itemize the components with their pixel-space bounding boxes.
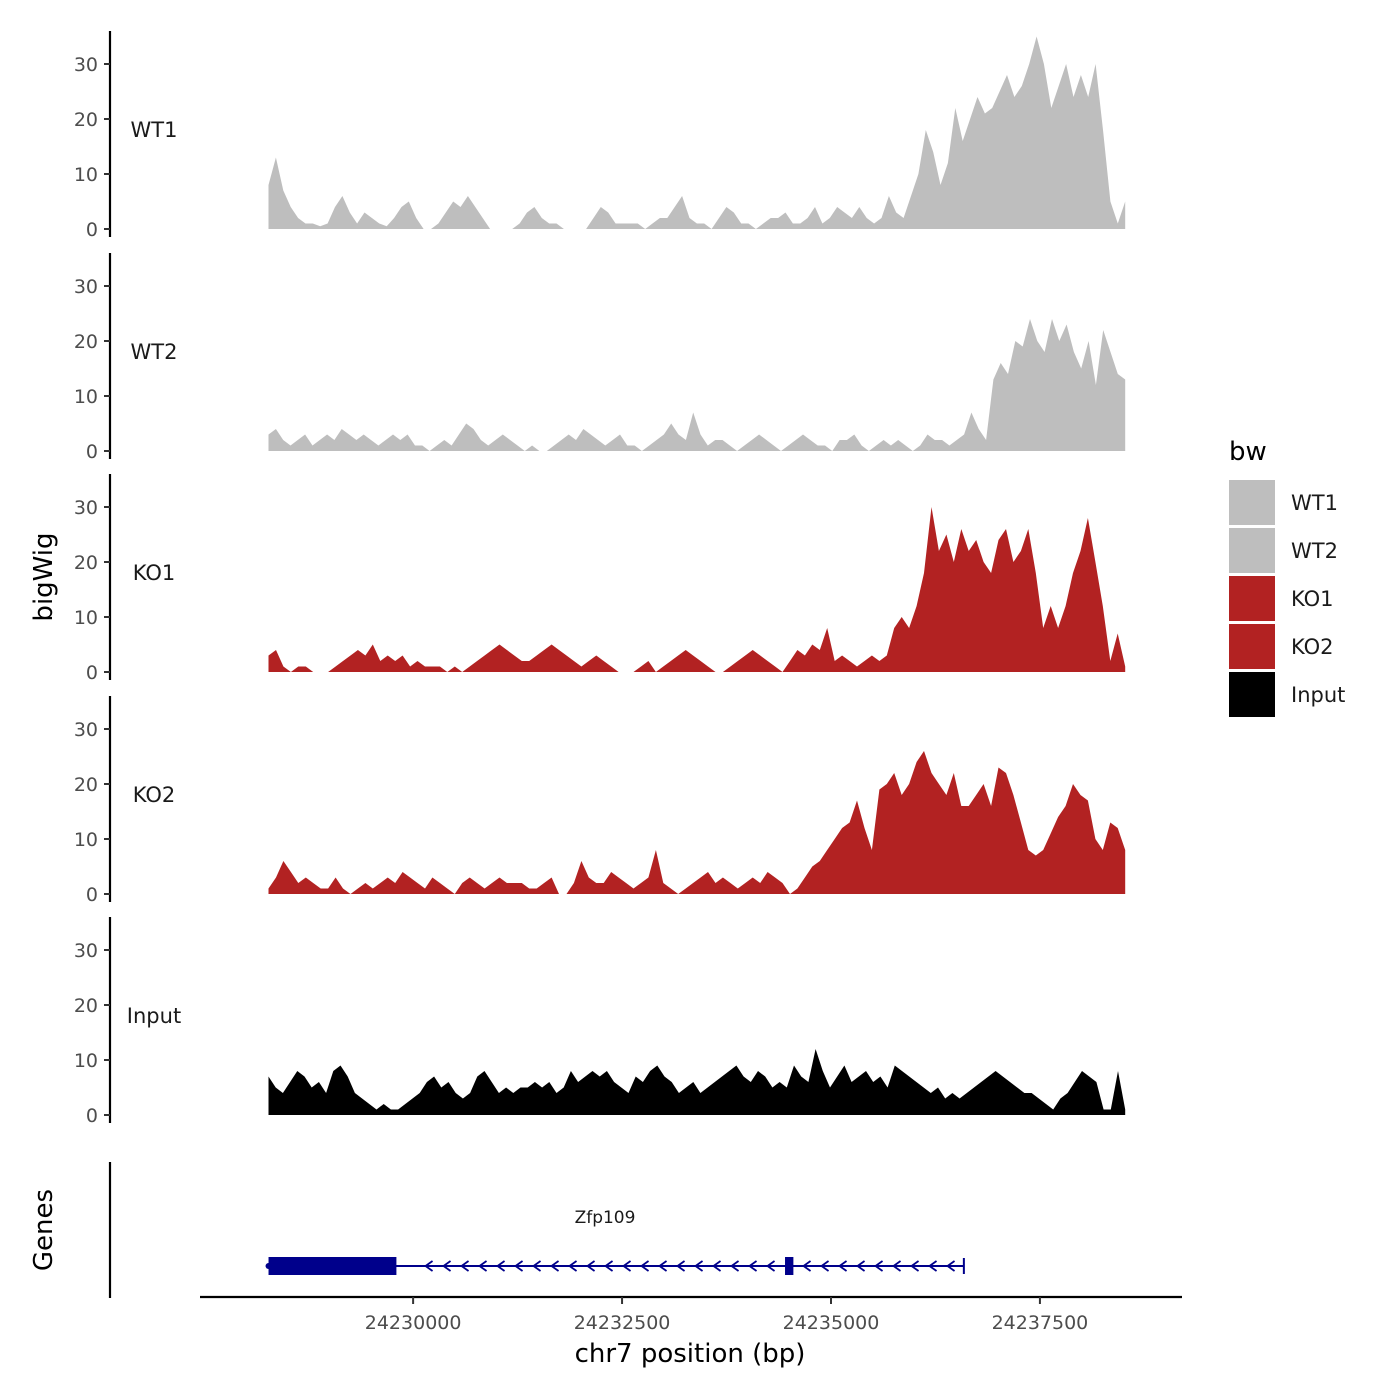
y-tick-label-wt2-0: 0 xyxy=(86,441,98,463)
track-label-wt1: WT1 xyxy=(131,118,178,142)
y-tick-label-input-30: 30 xyxy=(74,940,98,962)
strand-arrow xyxy=(945,1260,956,1272)
y-tick-label-wt1-20: 20 xyxy=(74,109,98,131)
y-tick-label-ko2-30: 30 xyxy=(74,719,98,741)
track-label-input: Input xyxy=(127,1004,181,1028)
legend-label-input: Input xyxy=(1291,683,1345,707)
legend-key-input xyxy=(1229,672,1275,717)
strand-arrow xyxy=(531,1260,542,1272)
y-tick-label-input-10: 10 xyxy=(74,1050,98,1072)
strand-arrow xyxy=(603,1260,614,1272)
y-tick-label-ko2-20: 20 xyxy=(74,774,98,796)
strand-arrow xyxy=(891,1260,902,1272)
strand-arrow xyxy=(909,1260,920,1272)
strand-arrow xyxy=(819,1260,830,1272)
strand-arrow xyxy=(747,1260,758,1272)
y-tick-label-wt1-30: 30 xyxy=(74,54,98,76)
strand-arrow xyxy=(657,1260,668,1272)
track-label-ko2: KO2 xyxy=(133,783,176,807)
strand-arrow xyxy=(567,1260,578,1272)
x-axis: 24230000 24232500 24235000 24237500 xyxy=(200,1295,1182,1334)
x-tick-label-24237500: 24237500 xyxy=(992,1312,1089,1334)
y-tick-label-input-20: 20 xyxy=(74,995,98,1017)
legend-key-ko2 xyxy=(1229,624,1275,669)
legend-key-wt1 xyxy=(1229,480,1275,525)
track-panels: 0 10 20 30 WT1 0 10 20 30 WT2 0 10 20 30 KO1 0 10 20 30 KO2… xyxy=(74,31,1126,1127)
strand-arrow xyxy=(801,1260,812,1272)
gene-exon-1 xyxy=(268,1257,397,1275)
gene-panel: Zfp109 xyxy=(108,1162,965,1298)
strand-arrow xyxy=(621,1260,632,1272)
strand-arrow xyxy=(927,1260,938,1272)
y-tick-label-ko1-30: 30 xyxy=(74,497,98,519)
strand-arrow xyxy=(585,1260,596,1272)
strand-arrow xyxy=(693,1260,704,1272)
legend-label-wt1: WT1 xyxy=(1291,491,1338,515)
y-axis-title: bigWig xyxy=(29,532,59,621)
track-label-ko1: KO1 xyxy=(133,561,176,585)
strand-arrow xyxy=(495,1260,506,1272)
strand-arrow xyxy=(837,1260,848,1272)
panel-ko2: 0 10 20 30 KO2 xyxy=(74,696,1126,906)
coverage-area-ko1 xyxy=(268,507,1126,672)
strand-arrow xyxy=(765,1260,776,1272)
strand-arrow xyxy=(873,1260,884,1272)
panel-wt1: 0 10 20 30 WT1 xyxy=(74,31,1126,241)
legend-key-ko1 xyxy=(1229,576,1275,621)
y-tick-label-wt1-0: 0 xyxy=(86,219,98,241)
x-tick-label-24230000: 24230000 xyxy=(365,1312,462,1334)
strand-arrow xyxy=(639,1260,650,1272)
coverage-area-wt1 xyxy=(268,36,1126,229)
y-tick-label-ko1-10: 10 xyxy=(74,607,98,629)
x-tick-label-24235000: 24235000 xyxy=(783,1312,880,1334)
gene-exon-2 xyxy=(785,1257,794,1275)
y-tick-label-wt2-20: 20 xyxy=(74,331,98,353)
coverage-area-ko2 xyxy=(268,751,1126,894)
y-tick-label-ko2-0: 0 xyxy=(86,884,98,906)
y-tick-label-wt2-10: 10 xyxy=(74,386,98,408)
panel-input: 0 10 20 30 Input xyxy=(74,917,1126,1127)
gene-label-zfp109: Zfp109 xyxy=(575,1208,636,1228)
legend-label-ko1: KO1 xyxy=(1291,587,1334,611)
strand-arrow xyxy=(549,1260,560,1272)
panel-ko1: 0 10 20 30 KO1 xyxy=(74,474,1126,684)
legend: bw WT1 WT2 KO1 KO2 Input xyxy=(1229,437,1345,717)
y-tick-label-ko1-0: 0 xyxy=(86,662,98,684)
y-tick-label-ko2-10: 10 xyxy=(74,829,98,851)
gene-model xyxy=(265,1257,965,1275)
x-axis-title: chr7 position (bp) xyxy=(575,1339,806,1369)
y-tick-label-input-0: 0 xyxy=(86,1105,98,1127)
strand-arrow xyxy=(711,1260,722,1272)
coverage-area-wt2 xyxy=(268,319,1126,451)
strand-arrow xyxy=(459,1260,470,1272)
strand-arrow xyxy=(729,1260,740,1272)
legend-label-ko2: KO2 xyxy=(1291,635,1334,659)
strand-arrow xyxy=(441,1260,452,1272)
y-tick-label-wt2-30: 30 xyxy=(74,276,98,298)
track-label-wt2: WT2 xyxy=(131,340,178,364)
legend-key-wt2 xyxy=(1229,528,1275,573)
y-tick-label-wt1-10: 10 xyxy=(74,164,98,186)
y-tick-label-ko1-20: 20 xyxy=(74,552,98,574)
strand-arrow xyxy=(855,1260,866,1272)
strand-arrow xyxy=(675,1260,686,1272)
panel-wt2: 0 10 20 30 WT2 xyxy=(74,253,1126,463)
strand-arrow xyxy=(513,1260,524,1272)
legend-label-wt2: WT2 xyxy=(1291,539,1338,563)
strand-arrow xyxy=(423,1260,434,1272)
genes-panel-title: Genes xyxy=(29,1189,59,1271)
x-tick-label-24232500: 24232500 xyxy=(574,1312,671,1334)
strand-arrow xyxy=(477,1260,488,1272)
coverage-area-input xyxy=(268,1049,1126,1115)
legend-title: bw xyxy=(1229,437,1267,467)
